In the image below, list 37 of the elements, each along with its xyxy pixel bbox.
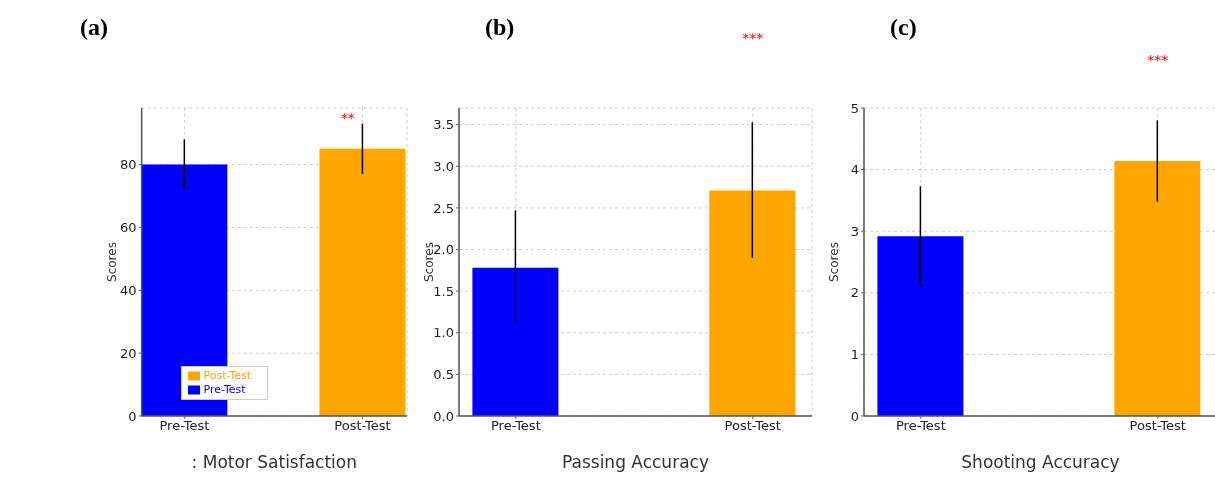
y-tick-label: 20 (120, 345, 137, 361)
y-tick-label: 3 (850, 223, 859, 239)
y-tick-label: 3.5 (433, 117, 454, 133)
y-tick-label: 5 (850, 100, 859, 116)
y-tick-label: 0.5 (433, 366, 454, 382)
x-tick-label: Post-Test (724, 418, 781, 434)
x-tick-label: Pre-Test (490, 418, 541, 434)
y-tick-label: 0 (128, 408, 137, 424)
legend-label: Post-Test (203, 369, 252, 382)
x-tick-label: Post-Test (334, 418, 391, 434)
y-tick-label: 80 (120, 157, 137, 173)
y-tick-label: 1.0 (433, 325, 454, 341)
y-tick-label: 0.0 (433, 408, 454, 424)
x-tick-label: Pre-Test (895, 418, 946, 434)
y-tick-label: 40 (120, 282, 137, 298)
x-axis-title: Shooting Accuracy (961, 452, 1120, 472)
x-axis-title: : Motor Satisfaction (191, 452, 358, 472)
x-tick-label: Pre-Test (159, 418, 210, 434)
y-axis-title: Scores (827, 242, 842, 282)
annotation: ** (339, 110, 356, 126)
y-tick-label: 2.5 (433, 200, 454, 216)
text: *** (1146, 52, 1170, 68)
x-axis-title: Passing Accuracy (562, 452, 709, 472)
y-tick-label: 4 (850, 162, 859, 178)
text: *** (741, 30, 765, 46)
y-axis-title: Scores (104, 242, 119, 282)
y-tick-label: 1.5 (433, 283, 454, 299)
chart-title: (a) (80, 14, 108, 41)
y-tick-label: 2 (850, 285, 859, 301)
y-tick-label: 3.0 (433, 158, 454, 174)
y-tick-label: 60 (120, 220, 137, 236)
legend-label: Pre-Test (203, 383, 246, 396)
chart-title: (c) (890, 14, 917, 41)
x-tick-label: Post-Test (1129, 418, 1186, 434)
y-tick-label: 1 (850, 347, 859, 363)
chart-title: (b) (485, 14, 515, 41)
y-tick-label: 0 (850, 408, 859, 424)
